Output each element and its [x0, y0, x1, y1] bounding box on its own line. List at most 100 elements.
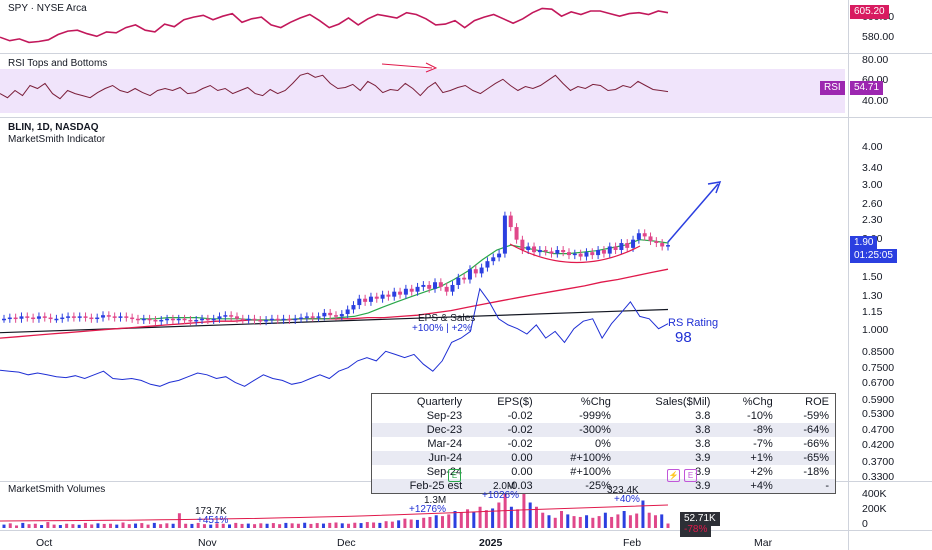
pane-separator[interactable] — [0, 117, 932, 118]
table-cell-roe: -64% — [778, 423, 836, 437]
volume-bar — [165, 523, 169, 528]
volume-bar — [578, 516, 582, 528]
candle-body — [596, 249, 601, 256]
volume-bar — [309, 523, 313, 528]
volume-tick: 400K — [862, 488, 887, 500]
spy-title: SPY · NYSE Arca — [8, 3, 87, 14]
candle-body — [205, 318, 210, 321]
earnings-badge[interactable]: E — [448, 469, 461, 482]
volume-bar — [447, 514, 451, 528]
candle-body — [25, 316, 30, 318]
table-cell-saleschg: +2% — [750, 466, 773, 478]
rsi-line — [0, 72, 669, 100]
cup-base-curve — [509, 243, 641, 264]
volume-bar — [52, 524, 56, 528]
candle-body — [101, 315, 106, 318]
candle-body — [258, 319, 263, 322]
table-row: Jun-24 0.00 #+100% 3.9 +1% -65% — [371, 451, 836, 465]
candle-body — [334, 315, 338, 317]
volume-bar — [96, 523, 100, 528]
candle-body — [497, 253, 502, 258]
price-tick: 0.8500 — [862, 345, 895, 358]
volume-bar — [484, 510, 488, 528]
volume-bar — [228, 524, 232, 528]
candle-body — [328, 312, 333, 316]
flash-badge[interactable]: ⚡ — [667, 469, 680, 482]
volume-bar — [159, 524, 163, 528]
table-cell-saleschg: -10% — [747, 410, 773, 422]
volume-bar — [390, 521, 394, 528]
candle-body — [421, 284, 426, 287]
pane-separator[interactable] — [0, 530, 932, 531]
col-eps: EPS($) — [497, 395, 533, 408]
table-cell-q: Feb-25 est — [371, 479, 469, 494]
rsi-tag-value: 54.71 — [850, 81, 884, 95]
table-row: Mar-24 -0.02 0% 3.8 -7% -66% — [372, 437, 836, 451]
volume-bar — [428, 516, 432, 528]
candle-body — [2, 318, 6, 321]
volume-bar — [534, 506, 538, 528]
price-tick: 0.6700 — [862, 377, 895, 390]
candle-body — [7, 317, 12, 320]
candle-body — [339, 314, 344, 317]
candle-body — [392, 291, 397, 297]
volume-bar — [209, 524, 213, 528]
eps-sales-label: EPS & Sales — [418, 313, 476, 324]
volume-bar — [660, 514, 664, 528]
candle-body — [188, 319, 193, 322]
candle-body — [200, 318, 205, 321]
table-cell-sales: 3.9 — [616, 479, 717, 494]
volume-bar — [610, 516, 614, 528]
volume-bar — [497, 502, 501, 528]
candle-body — [89, 317, 94, 320]
candle-body — [304, 316, 309, 318]
volume-bar — [127, 524, 131, 528]
candle-body — [380, 294, 385, 299]
volume-bar — [303, 522, 307, 528]
volume-bar — [466, 509, 470, 528]
candle-body — [159, 319, 164, 322]
pane-separator[interactable] — [0, 53, 932, 54]
table-row: Sep-23 -0.02 -999% 3.8 -10% -59% — [372, 409, 836, 423]
volume-bar — [177, 513, 181, 528]
table-cell-roe: -59% — [803, 410, 829, 422]
candle-body — [427, 284, 432, 289]
volume-bar — [478, 506, 482, 528]
candle-body — [36, 316, 41, 319]
volume-tag-value: 52.71K — [680, 512, 720, 526]
rsi-annotation-arrowhead — [425, 62, 438, 73]
rs-rating-value: 98 — [675, 329, 692, 346]
candle-body — [526, 246, 531, 250]
volume-bar — [522, 486, 526, 528]
candle-body — [275, 318, 280, 321]
price-tick: 2.60 — [862, 197, 883, 210]
indicator-subtitle: MarketSmith Indicator — [8, 134, 106, 145]
candle-body — [654, 241, 659, 244]
volume-bar — [653, 515, 657, 528]
volume-bar — [196, 522, 200, 528]
table-cell-sales: 3.9 — [695, 466, 711, 478]
volume-bar — [597, 516, 601, 528]
candle-body — [165, 318, 170, 321]
candle-body — [363, 298, 368, 302]
volume-bar — [453, 511, 457, 528]
rs-rating-label: RS Rating — [668, 317, 719, 329]
volume-bar — [271, 523, 275, 528]
volume-tag-pct: -78% — [680, 523, 712, 537]
price-tag: 1.90 — [850, 236, 878, 250]
volume-bar — [547, 515, 551, 528]
table-cell-sales: 3.9 — [616, 451, 717, 465]
earnings-badge[interactable]: E — [684, 469, 697, 482]
table-cell-eps: -0.02 — [507, 438, 533, 450]
price-tick: 0.4700 — [862, 424, 895, 437]
x-tick: 2025 — [479, 537, 503, 549]
price-tick: 4.00 — [862, 141, 883, 153]
volume-bar — [384, 521, 388, 528]
candle-body — [252, 318, 257, 321]
candle-body — [415, 286, 420, 292]
volume-annotation-value: 173.7K — [195, 506, 227, 517]
candle-body — [264, 319, 269, 322]
price-tick: 1.000 — [862, 324, 889, 337]
volume-bar — [171, 523, 175, 528]
